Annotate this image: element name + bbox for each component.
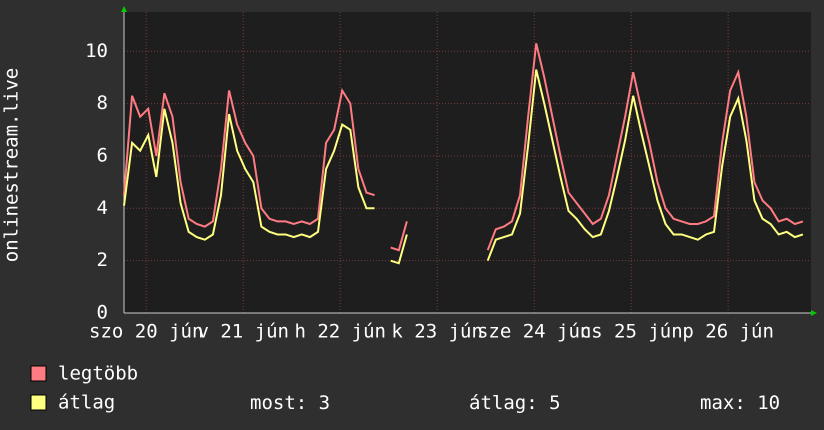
x-tick-label: szo 20 jún [89,321,203,343]
y-tick-label: 6 [97,144,108,166]
x-tick-label: v 21 jún [197,321,289,343]
stat-value: 10 [757,392,780,414]
axis-arrow [121,6,127,12]
x-tick-label: h 22 jún [294,321,386,343]
y-axis-label: onlinestream.live [1,68,23,262]
stat: átlag: 5 [469,392,561,414]
series-line [123,69,804,265]
lines [123,43,804,265]
x-tick-label: k 23 jún [391,321,483,343]
stat: max: 10 [700,392,780,414]
stat-value: 3 [319,392,330,414]
stat: most: 3 [250,392,330,414]
legend-label: legtöbb [58,363,138,385]
stat-value: 5 [549,392,560,414]
stat-label: most: [250,392,307,414]
x-tick-label: sze 24 jún [477,321,591,343]
y-tick-label: 4 [97,197,108,219]
plot-area [124,12,811,313]
axis-arrow [811,310,817,316]
stat-label: átlag: [469,392,538,414]
legend: legtöbb átlag most: 3 átlag: 5 max: 10 [30,363,780,414]
stat-label: max: [700,392,746,414]
legend-swatch [30,394,47,411]
legend-label: átlag [58,392,115,414]
y-tick-label: 2 [97,249,108,271]
series-line [123,43,804,252]
legend-swatch [30,365,47,382]
y-tick-label: 0 [97,302,108,324]
x-tick-label: p 26 jún [682,321,774,343]
y-tick-label: 10 [85,40,108,62]
x-tick-label: cs 25 jún [580,321,683,343]
y-tick-label: 8 [97,92,108,114]
